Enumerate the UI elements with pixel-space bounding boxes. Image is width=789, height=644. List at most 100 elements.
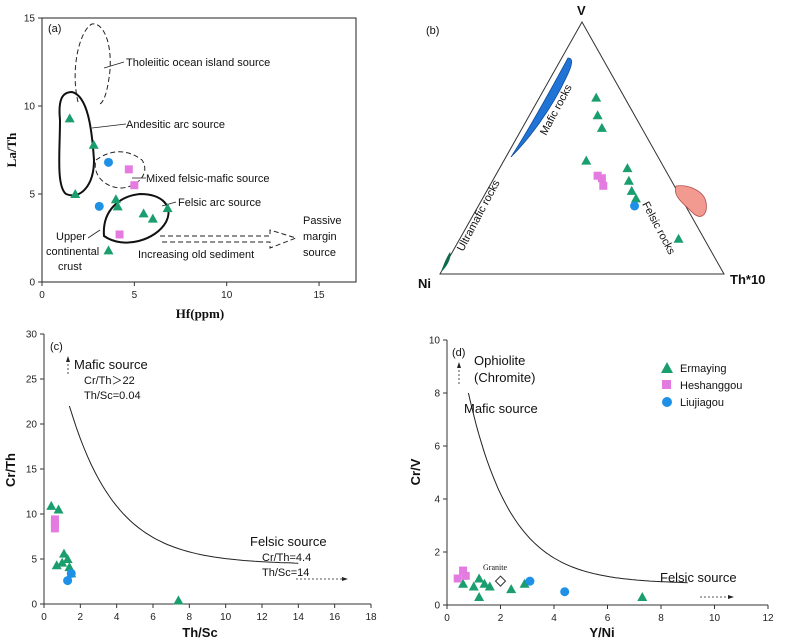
xtick-c-18: 18 [365, 612, 377, 623]
ytick-a-0: 0 [29, 278, 35, 289]
point-d-ermaying-6 [506, 584, 517, 594]
ytick-d-4: 4 [434, 495, 440, 506]
point-a-heshanggou-1 [130, 181, 139, 190]
point-d-ermaying-3 [479, 578, 490, 588]
annot-mixed: Mixed felsic-mafic source [146, 173, 269, 185]
point-c-ermaying-3 [58, 548, 69, 558]
xtick-c-8: 8 [187, 612, 193, 623]
point-b-liujiagou-0 [630, 201, 640, 211]
point-d-liujiagou-0 [525, 576, 535, 586]
point-d-ermaying-1 [468, 581, 479, 591]
ytick-d-2: 2 [434, 548, 440, 559]
annot-crust: crust [58, 261, 82, 273]
xtick-d-4: 4 [551, 613, 557, 624]
legend: Ermaying Heshanggou Liujiagou [661, 362, 742, 409]
point-d-ermaying-8 [637, 592, 648, 602]
xtick-d-8: 8 [658, 613, 664, 624]
legend-ermaying: Ermaying [680, 363, 726, 375]
ytick-a-15: 15 [24, 14, 36, 25]
legend-liujiagou: Liujiagou [680, 397, 724, 409]
point-c-liujiagou-0 [63, 576, 73, 586]
xtick-c-10: 10 [220, 612, 232, 623]
panel-c-xlabel: Th/Sc [182, 625, 217, 640]
point-d-heshanggou-0 [453, 574, 462, 583]
point-c-heshanggou-0 [50, 515, 59, 524]
xtick-c-4: 4 [114, 612, 120, 623]
point-d-ermaying-4 [484, 581, 495, 591]
point-d-ermaying-5 [474, 592, 485, 602]
point-a-liujiagou-1 [94, 201, 104, 211]
vertex-ni: Ni [418, 276, 431, 291]
legend-marker-ermaying [661, 362, 673, 373]
point-a-ermaying-2 [70, 189, 81, 198]
ultramafic-field [441, 252, 451, 272]
annot-margin: margin [303, 231, 337, 243]
annot-increasing: Increasing old sediment [138, 249, 254, 261]
panel-d-xlabel: Y/Ni [589, 625, 614, 640]
panel-b-label: (b) [426, 25, 439, 37]
annot-tholeiitic: Tholeiitic ocean island source [126, 57, 270, 69]
panel-a-frame [41, 17, 357, 283]
point-c-ermaying-6 [64, 562, 75, 572]
point-c-heshanggou-2 [50, 524, 59, 533]
panel-b: (b) V Ni Th*10 Mafic rocks Ultramafic ro… [418, 3, 765, 291]
point-c-ermaying-2 [51, 560, 62, 570]
ytick-a-10: 10 [24, 102, 36, 113]
point-a-ermaying-4 [112, 201, 123, 211]
panel-a-label: (a) [48, 23, 61, 35]
annot-chromite: (Chromite) [474, 370, 535, 385]
ytick-c-5: 5 [31, 555, 37, 566]
point-a-ermaying-0 [64, 113, 75, 123]
panel-d-ylabel: Cr/V [408, 458, 423, 485]
point-b-ermaying-8 [673, 233, 684, 243]
panel-d: (d) 0 2 4 6 8 10 12 0 2 4 6 8 10 Ophiolite (Chromite… [408, 336, 774, 641]
ternary-frame [439, 20, 725, 275]
point-d-ermaying-0 [458, 578, 469, 588]
annot-thsc-004: Th/Sc=0.04 [84, 390, 141, 402]
legend-marker-heshanggou [662, 380, 671, 389]
annot-ophiolite: Ophiolite [474, 353, 525, 368]
field-felsic-label: Felsic rocks [639, 200, 677, 257]
point-c-ermaying-1 [53, 504, 64, 514]
annot-source: source [303, 247, 336, 259]
annot-thsc-14: Th/Sc=14 [262, 567, 309, 579]
tholeiitic-field [74, 23, 111, 105]
panel-a-xlabel: Hf(ppm) [176, 306, 224, 321]
annot-crth-44: Cr/Th=4.4 [262, 552, 311, 564]
andesitic-field [58, 90, 96, 197]
annot-mafic-source-d: Mafic source [464, 401, 538, 416]
ytick-c-10: 10 [26, 510, 38, 521]
point-a-ermaying-1 [88, 139, 99, 149]
point-d-liujiagou-1 [560, 587, 570, 597]
point-b-heshanggou-1 [597, 174, 606, 183]
panel-a: (a) 0 5 10 15 0 5 10 15 Tholeiitic ocean island… [4, 14, 357, 321]
granite-marker [494, 575, 507, 587]
xtick-a-5: 5 [132, 290, 138, 301]
xtick-d-2: 2 [498, 613, 504, 624]
panel-c: (c) 0 2 4 6 8 10 12 14 16 18 0 5 10 15 20 25 30 Mafic so… [3, 330, 377, 641]
annot-andesitic: Andesitic arc source [126, 119, 225, 131]
legend-marker-liujiagou [662, 397, 672, 407]
point-b-ermaying-3 [581, 155, 592, 165]
passive-margin-arrow [160, 229, 298, 249]
xtick-c-0: 0 [41, 612, 47, 623]
point-a-ermaying-8 [103, 245, 114, 255]
felsic-field [674, 185, 707, 217]
point-d-heshanggou-2 [461, 571, 470, 580]
panel-d-label: (d) [452, 347, 465, 359]
point-b-ermaying-1 [592, 110, 603, 120]
annot-passive: Passive [303, 215, 342, 227]
ytick-c-20: 20 [26, 420, 38, 431]
annot-continental: continental [46, 246, 99, 258]
point-b-heshanggou-2 [599, 181, 608, 190]
ytick-d-10: 10 [429, 336, 441, 347]
point-b-ermaying-0 [591, 92, 602, 102]
annot-upper: Upper [56, 231, 86, 243]
point-b-ermaying-2 [596, 122, 607, 132]
panel-a-ylabel: La/Th [4, 132, 19, 167]
xtick-a-0: 0 [39, 290, 45, 301]
point-c-ermaying-8 [173, 595, 184, 605]
ytick-c-30: 30 [26, 330, 38, 341]
mafic-field [510, 57, 572, 158]
xtick-d-12: 12 [762, 613, 774, 624]
